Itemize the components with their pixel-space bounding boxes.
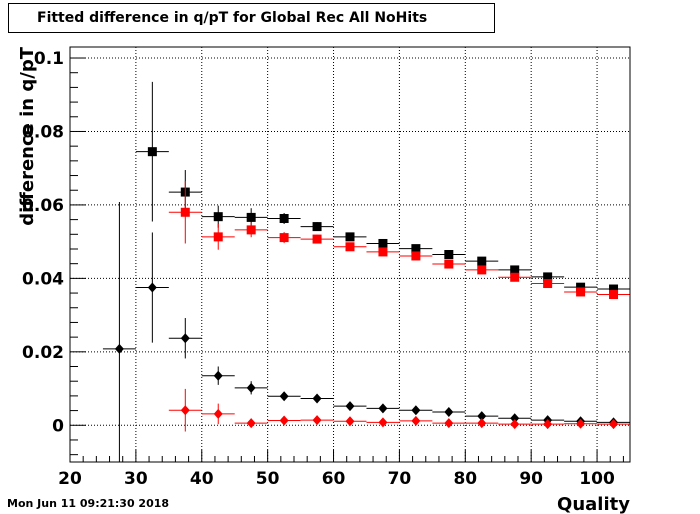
data-point-diamond bbox=[444, 407, 454, 418]
data-point-diamond bbox=[378, 417, 388, 428]
data-point-diamond bbox=[510, 413, 520, 424]
x-tick-label: 60 bbox=[322, 469, 346, 489]
data-point-square bbox=[378, 247, 388, 257]
data-point-square bbox=[213, 232, 223, 242]
x-axis-label: Quality bbox=[557, 494, 630, 514]
y-tick-label: 0.08 bbox=[22, 122, 64, 142]
data-point-square bbox=[609, 290, 619, 300]
x-tick-label: 70 bbox=[388, 469, 412, 489]
data-series bbox=[102, 81, 630, 462]
data-point-square bbox=[576, 282, 586, 292]
data-point-square bbox=[477, 256, 487, 266]
data-point-square bbox=[246, 225, 256, 235]
data-point-diamond bbox=[180, 333, 190, 344]
data-point-diamond bbox=[180, 405, 190, 416]
data-point-square bbox=[411, 251, 421, 261]
data-point-diamond bbox=[147, 282, 157, 293]
plot-frame bbox=[69, 46, 631, 463]
series-1 bbox=[135, 81, 630, 294]
data-point-diamond bbox=[411, 415, 421, 426]
axes: 20 30 40 50 60 70 80 90 100 0 0.02 0.04 0.06 0.08 0.1 bbox=[22, 49, 624, 489]
data-point-diamond bbox=[246, 382, 256, 393]
y-tick-label: 0.1 bbox=[34, 49, 64, 69]
data-point-square bbox=[213, 212, 223, 222]
data-point-diamond bbox=[213, 370, 223, 381]
data-point-diamond bbox=[543, 419, 553, 430]
x-tick-label: 50 bbox=[256, 469, 280, 489]
data-point-diamond bbox=[246, 418, 256, 429]
data-point-diamond bbox=[312, 415, 322, 426]
y-tick-label: 0 bbox=[52, 416, 64, 436]
y-tick-label: 0.06 bbox=[22, 196, 64, 216]
x-tick-label: 30 bbox=[124, 469, 148, 489]
data-point-square bbox=[543, 279, 553, 289]
data-point-square bbox=[444, 259, 454, 269]
data-point-diamond bbox=[345, 401, 355, 412]
data-point-diamond bbox=[477, 411, 487, 422]
data-point-square bbox=[477, 265, 487, 275]
data-point-square bbox=[312, 222, 322, 232]
data-point-square bbox=[279, 214, 289, 224]
x-tick-label: 100 bbox=[579, 469, 615, 489]
data-point-square bbox=[147, 147, 157, 157]
data-point-diamond bbox=[312, 393, 322, 404]
y-tick-label: 0.04 bbox=[22, 269, 64, 289]
data-point-diamond bbox=[279, 415, 289, 426]
data-point-diamond bbox=[345, 416, 355, 427]
data-point-square bbox=[279, 233, 289, 243]
data-point-square bbox=[609, 284, 619, 294]
data-point-square bbox=[411, 244, 421, 254]
x-tick-label: 20 bbox=[58, 469, 82, 489]
data-point-square bbox=[378, 238, 388, 248]
data-point-diamond bbox=[114, 343, 124, 354]
data-point-diamond bbox=[378, 403, 388, 414]
data-point-diamond bbox=[609, 419, 619, 430]
data-point-square bbox=[510, 265, 520, 275]
data-point-square bbox=[180, 207, 190, 217]
data-point-diamond bbox=[510, 419, 520, 430]
grid-lines bbox=[70, 47, 630, 462]
data-point-diamond bbox=[411, 405, 421, 416]
data-point-diamond bbox=[576, 418, 586, 429]
data-point-square bbox=[444, 250, 454, 259]
chart-title: Fitted difference in q/pT for Global Rec… bbox=[8, 3, 495, 33]
data-point-square bbox=[576, 287, 586, 297]
data-point-square bbox=[543, 272, 553, 282]
y-tick-label: 0.02 bbox=[22, 343, 64, 363]
y-axis-label: difference in q/pT bbox=[17, 46, 38, 225]
data-point-diamond bbox=[444, 418, 454, 429]
x-tick-label: 90 bbox=[519, 469, 543, 489]
series-4 bbox=[168, 388, 630, 432]
data-point-diamond bbox=[477, 418, 487, 429]
data-point-square bbox=[312, 234, 322, 244]
x-tick-label: 80 bbox=[453, 469, 477, 489]
data-point-square bbox=[345, 242, 355, 252]
x-tick-label: 40 bbox=[190, 469, 214, 489]
data-point-square bbox=[510, 272, 520, 282]
data-point-diamond bbox=[279, 391, 289, 402]
data-point-square bbox=[345, 232, 355, 242]
data-point-square bbox=[246, 212, 256, 222]
timestamp: Mon Jun 11 09:21:30 2018 bbox=[7, 497, 170, 510]
data-point-diamond bbox=[213, 408, 223, 419]
series-2 bbox=[168, 181, 630, 300]
